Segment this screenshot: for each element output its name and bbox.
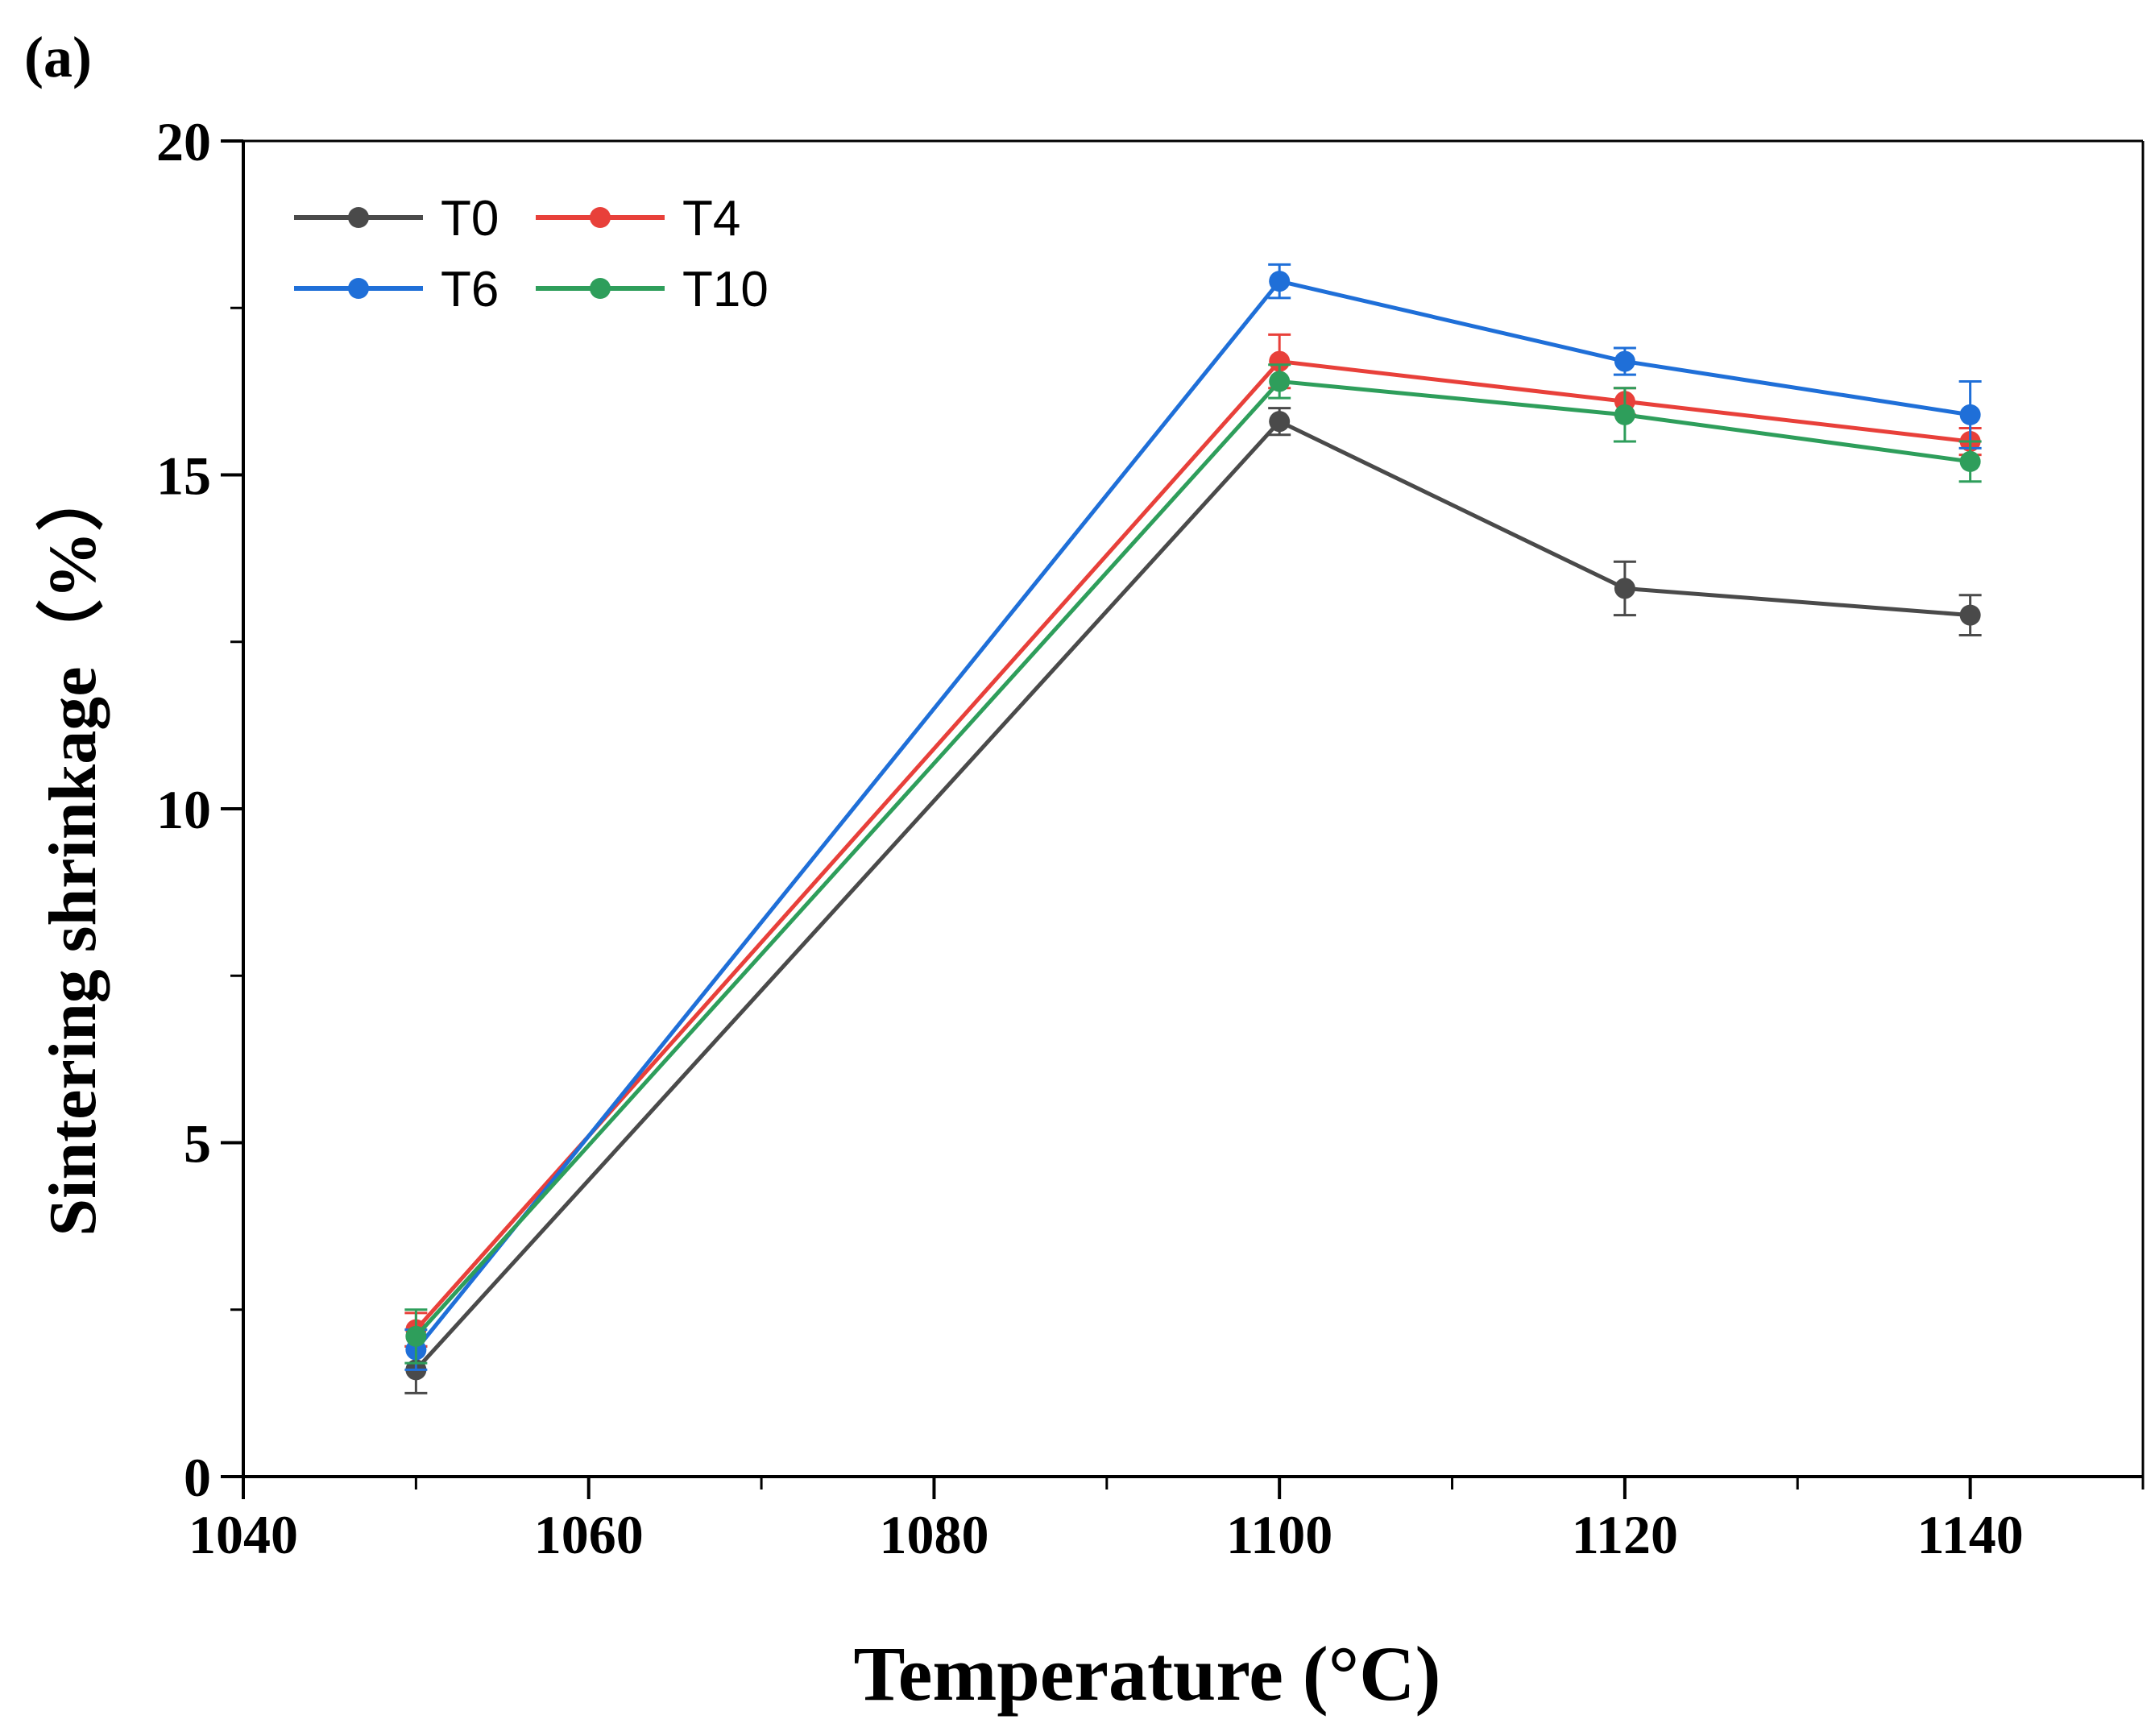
- data-point-t0: [1614, 578, 1635, 599]
- legend-label: T10: [682, 262, 769, 317]
- plot-frame: [242, 139, 2145, 1478]
- y-tick-label: 5: [184, 1113, 211, 1175]
- data-point-t0: [1959, 604, 1981, 626]
- legend-item-t6: T6: [294, 262, 499, 317]
- panel-label: (a): [24, 25, 92, 89]
- legend-item-t10: T10: [536, 262, 769, 317]
- legend-label: T0: [441, 191, 499, 247]
- x-tick-label: 1100: [1226, 1504, 1332, 1565]
- series-line-t10: [414, 379, 1971, 1338]
- legend-marker: [590, 207, 611, 228]
- data-point-t4: [1269, 350, 1291, 372]
- y-axis-title: Sintering shrinkage（%）: [35, 463, 110, 1236]
- legend-marker: [348, 207, 369, 228]
- x-axis: 1040 1060 1080 1100 1120 1140: [189, 1477, 2145, 1565]
- data-point-t6: [1269, 271, 1291, 292]
- data-point-t10: [1269, 371, 1291, 392]
- x-tick-label: 1040: [189, 1504, 298, 1565]
- legend: T0 T4 T6 T10: [294, 191, 769, 317]
- legend-item-t0: T0: [294, 191, 499, 247]
- legend-marker: [590, 278, 611, 299]
- series-line-t4: [414, 359, 1971, 1332]
- legend-label: T6: [441, 262, 499, 317]
- x-tick-label: 1140: [1917, 1504, 2024, 1565]
- data-point-t6: [1614, 350, 1635, 372]
- x-tick-label: 1120: [1572, 1504, 1678, 1565]
- y-tick-label: 15: [156, 445, 211, 507]
- y-tick-label: 0: [184, 1447, 211, 1508]
- x-axis-title: Temperature (°C): [854, 1630, 1441, 1717]
- y-axis: 0 5 10 15 20: [156, 111, 243, 1508]
- y-tick-label: 10: [156, 779, 211, 840]
- data-point-t10: [1959, 450, 1981, 472]
- legend-label: T4: [682, 191, 740, 247]
- series-line-t6: [414, 279, 1971, 1352]
- data-point-t6: [1959, 404, 1981, 425]
- series-t10: [404, 363, 1982, 1365]
- series-layer: [404, 263, 1982, 1394]
- legend-marker: [348, 278, 369, 299]
- y-tick-label: 20: [156, 111, 211, 172]
- x-tick-label: 1080: [879, 1504, 988, 1565]
- legend-item-t4: T4: [536, 191, 740, 247]
- series-line-t0: [414, 419, 1971, 1372]
- series-t0: [404, 407, 1982, 1394]
- x-tick-label: 1060: [534, 1504, 644, 1565]
- data-point-t10: [405, 1325, 427, 1347]
- data-point-t0: [1269, 411, 1291, 433]
- series-t4: [404, 333, 1982, 1348]
- data-point-t10: [1614, 404, 1635, 425]
